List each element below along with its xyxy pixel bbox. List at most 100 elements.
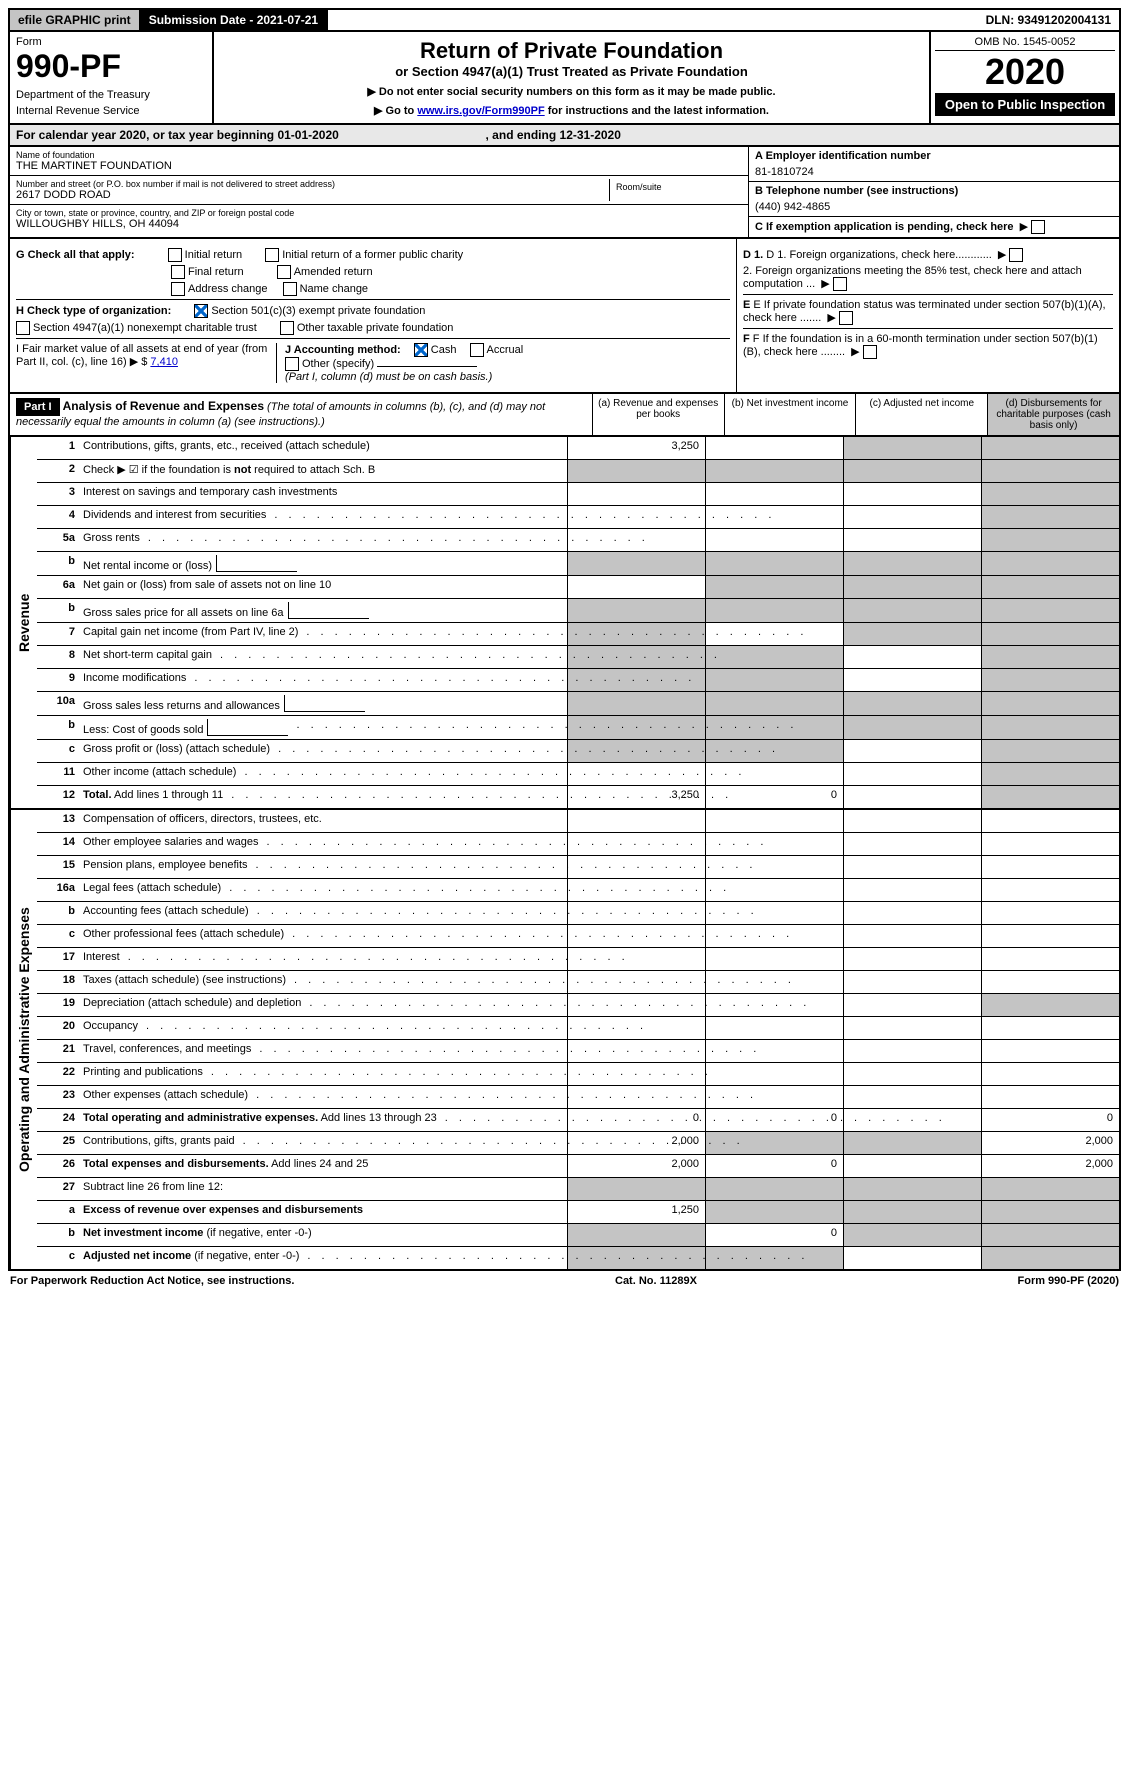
address-change-cb[interactable] xyxy=(171,282,185,296)
form-subtitle: or Section 4947(a)(1) Trust Treated as P… xyxy=(220,64,923,79)
e-cb[interactable] xyxy=(839,311,853,325)
cell-c xyxy=(843,1201,981,1223)
final-return-cb[interactable] xyxy=(171,265,185,279)
line-number: 5a xyxy=(37,529,79,551)
line-desc: Net investment income (if negative, ente… xyxy=(79,1224,567,1246)
line-14: 14Other employee salaries and wages xyxy=(37,833,1119,856)
part1-label: Part I xyxy=(16,398,60,416)
cell-dd xyxy=(981,483,1119,505)
name-change-cb[interactable] xyxy=(283,282,297,296)
open-public: Open to Public Inspection xyxy=(935,93,1115,116)
initial-former-cb[interactable] xyxy=(265,248,279,262)
cell-dd xyxy=(981,1224,1119,1246)
501c3-cb[interactable] xyxy=(194,304,208,318)
cell-b xyxy=(705,529,843,551)
address-row: Number and street (or P.O. box number if… xyxy=(10,176,748,205)
line-number: 20 xyxy=(37,1017,79,1039)
line-number: b xyxy=(37,552,79,575)
other-taxable-cb[interactable] xyxy=(280,321,294,335)
line-2: 2Check ▶ ☑ if the foundation is not requ… xyxy=(37,460,1119,483)
cell-c xyxy=(843,576,981,598)
line-number: 1 xyxy=(37,437,79,459)
cell-dd xyxy=(981,1063,1119,1085)
cell-dd xyxy=(981,971,1119,993)
form-number: 990-PF xyxy=(16,48,206,85)
line-desc: Accounting fees (attach schedule) xyxy=(79,902,567,924)
accrual-cb[interactable] xyxy=(470,343,484,357)
entity-info: Name of foundation THE MARTINET FOUNDATI… xyxy=(8,147,1121,239)
line-desc: Net gain or (loss) from sale of assets n… xyxy=(79,576,567,598)
cell-c xyxy=(843,599,981,622)
line-22: 22Printing and publications xyxy=(37,1063,1119,1086)
line-desc: Other expenses (attach schedule) xyxy=(79,1086,567,1108)
cell-b xyxy=(705,437,843,459)
line-13: 13Compensation of officers, directors, t… xyxy=(37,810,1119,833)
4947-cb[interactable] xyxy=(16,321,30,335)
line-3: 3Interest on savings and temporary cash … xyxy=(37,483,1119,506)
line-15: 15Pension plans, employee benefits xyxy=(37,856,1119,879)
cell-c xyxy=(843,552,981,575)
cell-c xyxy=(843,506,981,528)
cell-dd xyxy=(981,786,1119,808)
col-a-head: (a) Revenue and expenses per books xyxy=(592,394,724,435)
line-number: 24 xyxy=(37,1109,79,1131)
cell-dd xyxy=(981,1178,1119,1200)
c-checkbox[interactable] xyxy=(1031,220,1045,234)
line-desc: Printing and publications xyxy=(79,1063,567,1085)
line-number: 3 xyxy=(37,483,79,505)
amended-return-cb[interactable] xyxy=(277,265,291,279)
line-number: c xyxy=(37,925,79,947)
line-desc: Total expenses and disbursements. Add li… xyxy=(79,1155,567,1177)
cell-dd xyxy=(981,669,1119,691)
line-number: 13 xyxy=(37,810,79,832)
line-desc: Occupancy xyxy=(79,1017,567,1039)
line-desc: Gross profit or (loss) (attach schedule) xyxy=(79,740,567,762)
cell-c xyxy=(843,692,981,715)
line-12: 12Total. Add lines 1 through 113,2500 xyxy=(37,786,1119,808)
fmv-value[interactable]: 7,410 xyxy=(150,356,178,368)
line-number: 11 xyxy=(37,763,79,785)
line-number: a xyxy=(37,1201,79,1223)
submission-date: Submission Date - 2021-07-21 xyxy=(141,10,328,30)
line-number: c xyxy=(37,1247,79,1269)
cell-a xyxy=(567,576,705,598)
cell-c xyxy=(843,971,981,993)
cell-dd xyxy=(981,740,1119,762)
line-desc: Taxes (attach schedule) (see instruction… xyxy=(79,971,567,993)
revenue-section: Revenue 1Contributions, gifts, grants, e… xyxy=(8,437,1121,810)
cell-dd xyxy=(981,529,1119,551)
d2-cb[interactable] xyxy=(833,277,847,291)
d1-cb[interactable] xyxy=(1009,248,1023,262)
line-c: cAdjusted net income (if negative, enter… xyxy=(37,1247,1119,1269)
expenses-label: Operating and Administrative Expenses xyxy=(10,810,37,1269)
line-5a: 5aGross rents xyxy=(37,529,1119,552)
omb-number: OMB No. 1545-0052 xyxy=(935,36,1115,51)
line-number: 6a xyxy=(37,576,79,598)
cell-c xyxy=(843,437,981,459)
dln-label: DLN: 93491202004131 xyxy=(978,10,1119,30)
line-desc: Gross rents xyxy=(79,529,567,551)
cell-dd: 2,000 xyxy=(981,1155,1119,1177)
cell-dd xyxy=(981,437,1119,459)
line-desc: Net short-term capital gain xyxy=(79,646,567,668)
col-b-head: (b) Net investment income xyxy=(724,394,856,435)
irs-link[interactable]: www.irs.gov/Form990PF xyxy=(417,105,544,117)
line-number: 16a xyxy=(37,879,79,901)
line-desc: Dividends and interest from securities xyxy=(79,506,567,528)
cell-a xyxy=(567,1224,705,1246)
f-cb[interactable] xyxy=(863,345,877,359)
line-desc: Subtract line 26 from line 12: xyxy=(79,1178,567,1200)
expenses-section: Operating and Administrative Expenses 13… xyxy=(8,810,1121,1271)
cell-dd: 2,000 xyxy=(981,1132,1119,1154)
initial-return-cb[interactable] xyxy=(168,248,182,262)
cell-b xyxy=(705,1201,843,1223)
cell-b: 0 xyxy=(705,1155,843,1177)
line-number: c xyxy=(37,740,79,762)
form-title: Return of Private Foundation xyxy=(220,38,923,64)
other-method-cb[interactable] xyxy=(285,357,299,371)
line-desc: Compensation of officers, directors, tru… xyxy=(79,810,567,832)
cell-c xyxy=(843,1155,981,1177)
calendar-year-row: For calendar year 2020, or tax year begi… xyxy=(8,125,1121,147)
line-number: 14 xyxy=(37,833,79,855)
cash-cb[interactable] xyxy=(414,343,428,357)
